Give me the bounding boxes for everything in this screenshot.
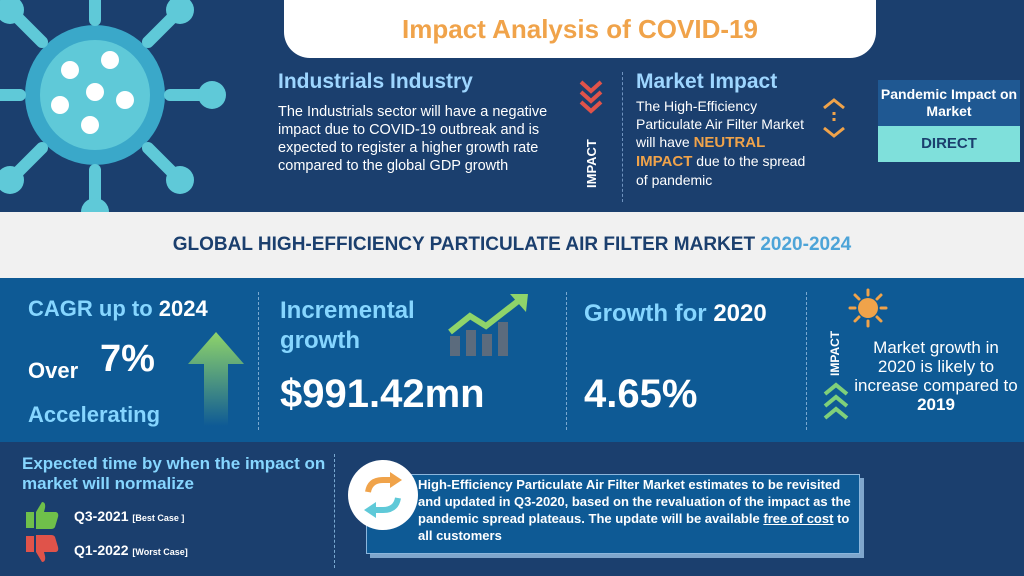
divider bbox=[566, 292, 567, 430]
industry-title: Industrials Industry bbox=[278, 70, 473, 93]
pandemic-impact-label: Pandemic Impact on Market bbox=[878, 80, 1020, 126]
diamond-arrows-icon bbox=[823, 98, 845, 138]
update-note: High-Efficiency Particulate Air Filter M… bbox=[418, 476, 858, 544]
worst-case-value: Q1-2022 bbox=[74, 542, 129, 558]
growth-year: 2020 bbox=[713, 300, 767, 327]
title-box: Impact Analysis of COVID-19 bbox=[284, 0, 876, 58]
growth-impact-description: Market growth in 2020 is likely to incre… bbox=[852, 338, 1020, 414]
cagr-value: 7% bbox=[100, 338, 155, 380]
growth-label: Growth for 2020 bbox=[584, 300, 767, 328]
growth-label-text: Growth for bbox=[584, 300, 707, 327]
sun-icon bbox=[848, 288, 888, 328]
cagr-trend: Accelerating bbox=[28, 402, 161, 427]
update-box bbox=[366, 474, 860, 554]
neutral-impact: NEUTRAL IMPACT bbox=[636, 134, 765, 170]
update-badge bbox=[348, 460, 418, 530]
top-section: Impact Analysis of COVID-19 bbox=[0, 0, 1024, 212]
worst-case-tag: [Worst Case] bbox=[132, 547, 188, 557]
impact-label: IMPACT bbox=[584, 139, 599, 188]
incremental-value: $991.42mn bbox=[280, 372, 485, 416]
market-desc-after: due to the spread of pandemic bbox=[636, 153, 806, 188]
divider bbox=[806, 292, 807, 430]
free-of-cost: free of cost bbox=[763, 511, 834, 526]
impact-text: IMPACT bbox=[828, 330, 842, 376]
normalize-title: Expected time by when the impact on mark… bbox=[22, 454, 326, 493]
industry-description: The Industrials sector will have a negat… bbox=[278, 104, 548, 174]
banner-title: GLOBAL HIGH-EFFICIENCY PARTICULATE AIR F… bbox=[173, 234, 851, 255]
update-text-after: to all customers bbox=[418, 511, 850, 543]
market-impact-description: The High-Efficiency Particulate Air Filt… bbox=[636, 97, 816, 189]
chevron-down-icon bbox=[579, 80, 603, 114]
growth-impact-text: Market growth in 2020 is likely to incre… bbox=[854, 338, 1018, 395]
impact-text: IMPACT bbox=[584, 139, 599, 188]
incremental-label: Incremental growth bbox=[280, 297, 415, 354]
divider bbox=[622, 72, 623, 202]
thumbs-up-icon bbox=[26, 502, 59, 529]
cagr-label: CAGR up to 2024 bbox=[28, 296, 208, 322]
market-impact-title: Market Impact bbox=[636, 70, 778, 93]
divider bbox=[258, 292, 259, 430]
market-banner: GLOBAL HIGH-EFFICIENCY PARTICULATE AIR F… bbox=[0, 212, 1024, 278]
chevron-up-icon bbox=[823, 382, 849, 420]
thumbs-down-icon bbox=[26, 535, 59, 562]
cagr-label-text: CAGR up to bbox=[28, 296, 153, 321]
update-text-before: High-Efficiency Particulate Air Filter M… bbox=[418, 477, 851, 526]
pandemic-impact-value: DIRECT bbox=[878, 126, 1020, 162]
up-arrow-icon bbox=[188, 332, 244, 426]
best-case-tag: [Best Case ] bbox=[132, 513, 185, 523]
market-desc-before: The High-Efficiency Particulate Air Filt… bbox=[636, 98, 805, 150]
virus-icon bbox=[0, 0, 226, 212]
cagr-year: 2024 bbox=[158, 296, 208, 321]
refresh-icon bbox=[364, 472, 402, 518]
divider bbox=[334, 454, 335, 568]
growth-chart-icon bbox=[448, 294, 528, 356]
banner-years: 2020-2024 bbox=[760, 234, 852, 255]
best-case-value: Q3-2021 bbox=[74, 508, 129, 524]
growth-value: 4.65% bbox=[584, 372, 698, 416]
banner-title-text: GLOBAL HIGH-EFFICIENCY PARTICULATE AIR F… bbox=[172, 234, 756, 255]
worst-case: Q1-2022 [Worst Case] bbox=[74, 542, 188, 558]
best-case: Q3-2021 [Best Case ] bbox=[74, 508, 184, 524]
page-title: Impact Analysis of COVID-19 bbox=[402, 14, 758, 44]
cagr-over: Over bbox=[28, 358, 79, 383]
growth-impact-year: 2019 bbox=[917, 395, 955, 414]
impact-label: IMPACT bbox=[828, 330, 842, 376]
